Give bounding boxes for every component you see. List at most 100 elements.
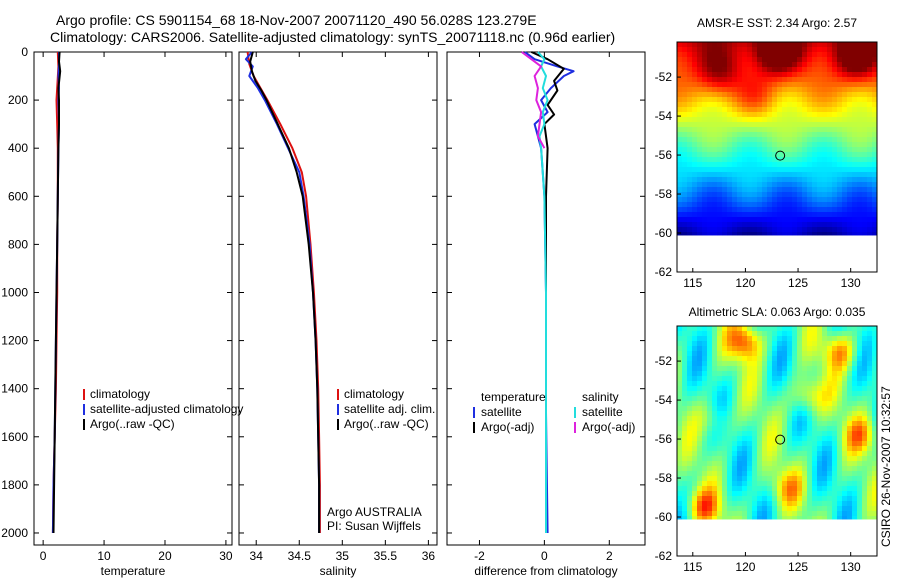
sla_map-cell — [722, 336, 728, 342]
sla_map-cell — [807, 341, 813, 347]
sst_map-cell — [837, 222, 843, 228]
sla_map-cell — [817, 446, 823, 452]
sst_map-cell — [722, 157, 728, 163]
sst_map-cell — [762, 62, 768, 68]
sla_map-cell — [787, 426, 793, 432]
sla_map-cell — [757, 486, 763, 492]
sst_map-cell — [827, 62, 833, 68]
sla_map-cell — [747, 371, 753, 377]
sst_map-cell — [832, 122, 838, 128]
sla_map-cell — [677, 331, 683, 337]
sla_map-cell — [742, 466, 748, 472]
sla_map-cell — [832, 471, 838, 477]
sst_map-cell — [737, 42, 743, 48]
sst_map-cell — [822, 167, 828, 173]
sla_map-cell — [832, 356, 838, 362]
sla_map-cell — [712, 326, 718, 332]
sla_map-cell — [767, 511, 773, 517]
sla_map-cell — [677, 456, 683, 462]
sst_map-cell — [857, 122, 863, 128]
sst_map-cell — [757, 172, 763, 178]
sst_map-cell — [782, 162, 788, 168]
sla_map-cell — [722, 416, 728, 422]
salinity-axes-frame — [238, 51, 438, 546]
sla_map-cell — [797, 481, 803, 487]
sst_map-cell — [712, 187, 718, 193]
sla_map-cell — [812, 431, 818, 437]
sla_map-cell — [857, 401, 863, 407]
sla_map-cell — [817, 391, 823, 397]
sla_map-cell — [707, 366, 713, 372]
sst_map-cell — [702, 227, 708, 233]
sla_map-cell — [837, 476, 843, 482]
sst_map-cell — [837, 192, 843, 198]
sla_map-cell — [827, 421, 833, 427]
sla_map-cell — [752, 496, 758, 502]
sst_map-cell — [872, 117, 878, 123]
sst_map-cell — [787, 67, 793, 73]
sla_map-cell — [692, 361, 698, 367]
sla_map-cell — [747, 471, 753, 477]
sst_map-cell — [782, 187, 788, 193]
sla_map-cell — [727, 391, 733, 397]
sla_map-cell — [707, 391, 713, 397]
sla_map-cell — [767, 331, 773, 337]
sst_map-cell — [687, 82, 693, 88]
sla_map-cell — [837, 451, 843, 457]
sst_map-cell — [827, 182, 833, 188]
sla_map-cell — [682, 461, 688, 467]
sst_map-cell — [802, 152, 808, 158]
sst_map-cell — [832, 197, 838, 203]
sla_map-cell — [782, 396, 788, 402]
sst_map-cell — [707, 122, 713, 128]
sst_map-cell — [752, 192, 758, 198]
sla_map-cell — [762, 331, 768, 337]
sst_map-cell — [822, 137, 828, 143]
sst_map-cell — [802, 167, 808, 173]
sla_map-cell — [767, 486, 773, 492]
sst_map-cell — [842, 142, 848, 148]
sst_map-cell — [847, 182, 853, 188]
sst_map-cell — [872, 57, 878, 63]
sst_map-cell — [832, 102, 838, 108]
sst_map-cell — [852, 177, 858, 183]
sla_map-cell — [837, 331, 843, 337]
sla_map-cell — [792, 516, 798, 520]
sst_map-cell — [727, 167, 733, 173]
sst_map-cell — [752, 167, 758, 173]
sst_map-cell — [812, 57, 818, 63]
sst_map-cell — [697, 92, 703, 98]
sst_map-cell — [797, 207, 803, 213]
sla_map-cell — [872, 411, 878, 417]
sst_map-cell — [842, 107, 848, 113]
sst_map-cell — [747, 147, 753, 153]
sla_map-cell — [762, 436, 768, 442]
sst_map-cell — [692, 192, 698, 198]
sst_map-cell — [742, 47, 748, 53]
sst_map-cell — [792, 97, 798, 103]
sla_map-cell — [867, 436, 873, 442]
sla_map-cell — [712, 401, 718, 407]
sst_map-cell — [712, 172, 718, 178]
sst_map-cell — [737, 192, 743, 198]
sst_map-cell — [732, 147, 738, 153]
sla_map-cell — [747, 506, 753, 512]
sla_map-cell — [692, 356, 698, 362]
sst_map-cell — [727, 202, 733, 208]
sst_map-cell — [842, 222, 848, 228]
sst_map-cell — [677, 222, 683, 228]
sst_map-cell — [767, 87, 773, 93]
sla_map-cell — [742, 391, 748, 397]
sst_map-cell — [677, 232, 683, 236]
sla_map-cell — [737, 486, 743, 492]
sst_map-cell — [747, 87, 753, 93]
sst_map-cell — [832, 47, 838, 53]
sla_map-cell — [757, 371, 763, 377]
sla_map-cell — [752, 381, 758, 387]
sla_map-cell — [812, 461, 818, 467]
sla_map-cell — [817, 466, 823, 472]
sst_map-cell — [677, 47, 683, 53]
sla_map-cell — [872, 501, 878, 507]
sla_map-cell — [872, 476, 878, 482]
sst_map-cell — [817, 47, 823, 53]
